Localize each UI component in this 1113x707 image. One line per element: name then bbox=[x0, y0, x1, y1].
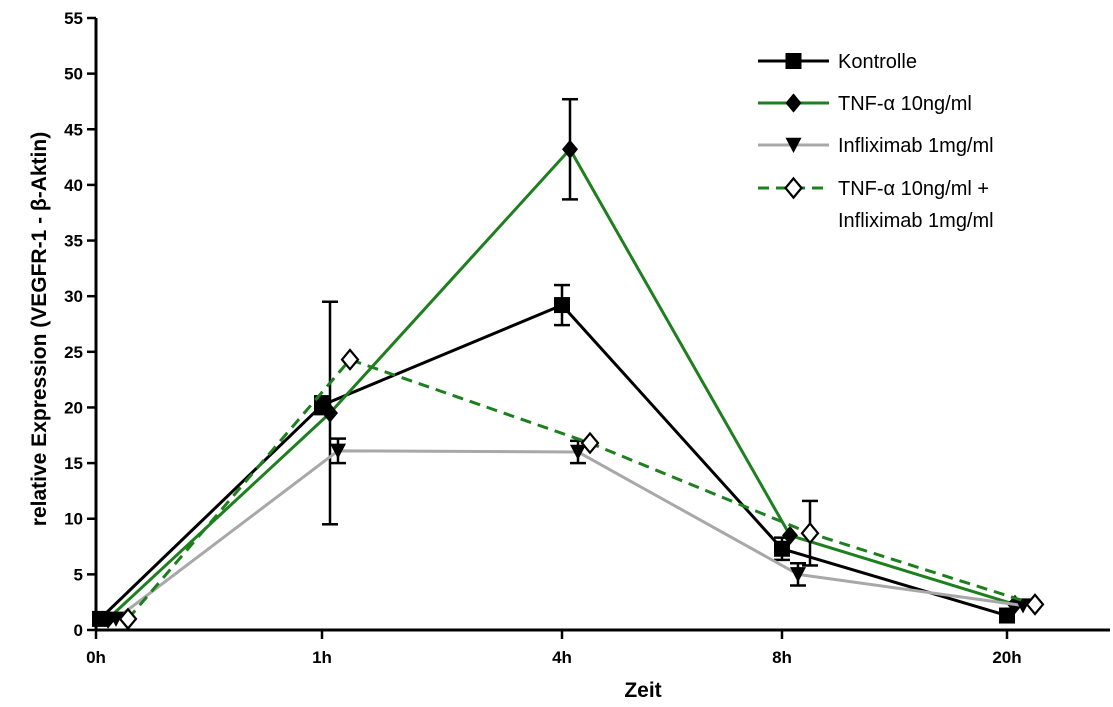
legend-label: TNF-α 10ng/ml + bbox=[838, 178, 989, 200]
data-point bbox=[118, 607, 138, 631]
legend-label: Kontrolle bbox=[838, 51, 917, 73]
y-tick-label: 45 bbox=[64, 120, 83, 139]
x-axis-title: Zeit bbox=[624, 679, 661, 702]
series-2 bbox=[100, 97, 1023, 629]
data-point bbox=[774, 540, 790, 557]
y-tick-label: 40 bbox=[64, 176, 83, 195]
y-tick-label: 55 bbox=[64, 9, 83, 28]
x-tick-label: 1h bbox=[312, 648, 332, 667]
data-point bbox=[100, 609, 116, 629]
legend-label: Infliximab 1mg/ml bbox=[838, 210, 994, 232]
legend-label: TNF-α 10ng/ml bbox=[838, 93, 972, 115]
legend-swatch-marker bbox=[785, 53, 802, 69]
data-point bbox=[790, 567, 806, 583]
x-ticks: 0h 1h 4h 8h 20h bbox=[86, 630, 1022, 667]
data-point bbox=[330, 443, 346, 459]
data-point bbox=[999, 607, 1015, 624]
x-tick-label: 8h bbox=[772, 648, 792, 667]
legend-item: Infliximab 1mg/ml bbox=[758, 135, 994, 157]
y-tick-label: 15 bbox=[64, 454, 83, 473]
data-point bbox=[322, 403, 338, 423]
y-tick-label: 20 bbox=[64, 398, 83, 417]
legend-item: TNF-α 10ng/ml bbox=[758, 93, 972, 115]
y-tick-label: 50 bbox=[64, 65, 83, 84]
data-point bbox=[108, 611, 124, 627]
y-ticks: 0 5 10 15 20 25 30 35 40 45 50 55 bbox=[64, 9, 96, 640]
x-tick-label: 0h bbox=[86, 648, 106, 667]
data-point bbox=[1025, 593, 1045, 616]
data-point bbox=[554, 297, 570, 314]
legend-label: Infliximab 1mg/ml bbox=[838, 135, 994, 157]
series-line bbox=[126, 358, 1036, 620]
plot-area bbox=[92, 97, 1045, 631]
data-point bbox=[800, 521, 820, 545]
data-point bbox=[562, 139, 578, 159]
series-line bbox=[98, 303, 1008, 620]
data-point bbox=[580, 431, 600, 455]
x-axis: 0h 1h 4h 8h 20h bbox=[86, 628, 1110, 667]
y-tick-label: 5 bbox=[74, 565, 83, 584]
y-tick-label: 0 bbox=[74, 621, 83, 640]
y-tick-label: 10 bbox=[64, 510, 83, 529]
x-tick-label: 4h bbox=[552, 648, 572, 667]
y-tick-label: 25 bbox=[64, 343, 83, 362]
legend-swatch-marker bbox=[785, 93, 802, 113]
series-1 bbox=[92, 283, 1015, 627]
y-tick-label: 35 bbox=[64, 232, 83, 251]
y-axis: 0 5 10 15 20 25 30 35 40 45 50 55 bbox=[64, 9, 98, 640]
data-point bbox=[782, 525, 798, 546]
y-tick-label: 30 bbox=[64, 287, 83, 306]
data-point bbox=[340, 348, 360, 371]
data-point bbox=[1015, 598, 1031, 614]
data-point bbox=[570, 444, 586, 460]
y-axis-title: relative Expression (VEGFR-1 - β-Aktin) bbox=[28, 132, 51, 526]
legend-item: TNF-α 10ng/ml + Infliximab 1mg/ml bbox=[758, 176, 994, 232]
legend-swatch-marker bbox=[785, 137, 802, 153]
series-3 bbox=[108, 437, 1031, 627]
x-tick-label: 20h bbox=[992, 648, 1021, 667]
series-4 bbox=[118, 348, 1045, 631]
legend-swatch-marker bbox=[784, 176, 803, 200]
legend-item: Kontrolle bbox=[758, 51, 917, 73]
